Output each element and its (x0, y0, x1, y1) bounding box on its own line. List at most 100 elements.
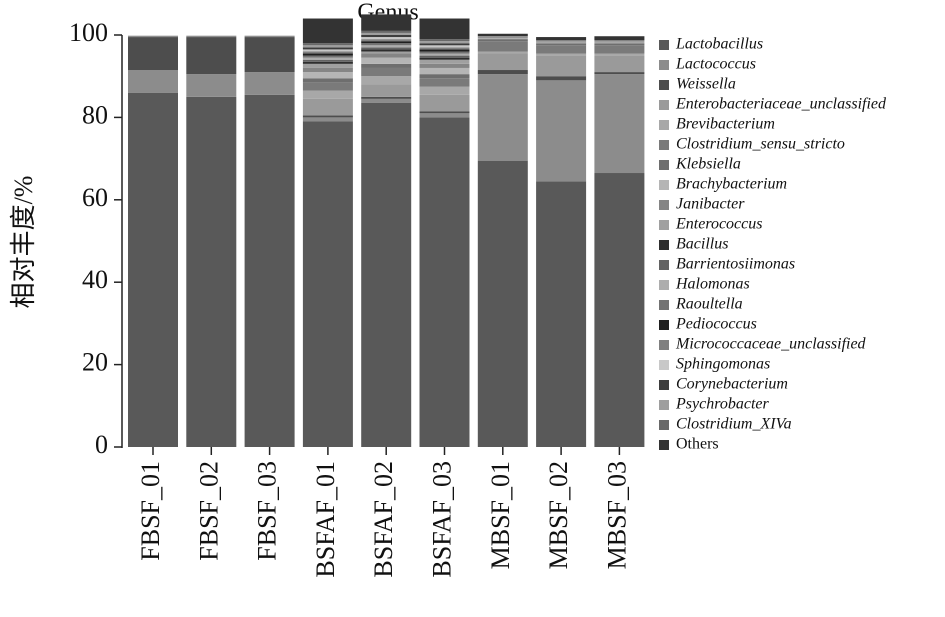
bar-segment (303, 117, 353, 121)
bar-segment (361, 84, 411, 96)
legend-label: Janibacter (676, 196, 745, 213)
bar-segment (361, 103, 411, 447)
legend-swatch (659, 320, 669, 330)
bar-segment (361, 45, 411, 47)
x-tick-label: MBSF_03 (602, 461, 631, 569)
bar-segment (361, 33, 411, 35)
bar-segment (361, 39, 411, 41)
bar-segment (420, 113, 470, 117)
legend-swatch (659, 300, 669, 310)
bar-segment (186, 74, 236, 97)
legend-swatch (659, 340, 669, 350)
legend-swatch (659, 160, 669, 170)
bar-segment (186, 97, 236, 447)
bar-segment (128, 70, 178, 93)
bar-segment (245, 36, 295, 37)
bar-segment (303, 49, 353, 51)
bar-segment (478, 161, 528, 447)
bar-segment (536, 37, 586, 40)
legend-swatch (659, 60, 669, 70)
bar-segment (420, 58, 470, 60)
bar-segment (361, 47, 411, 49)
bar-segment (478, 38, 528, 39)
bar-segment (303, 19, 353, 44)
bar-segment (420, 47, 470, 49)
bar-segment (536, 43, 586, 45)
bar-segment (536, 181, 586, 447)
legend-label: Lactococcus (675, 56, 756, 73)
bar-segment (361, 54, 411, 58)
bar-segment (361, 41, 411, 43)
legend-swatch (659, 400, 669, 410)
bar-segment (594, 45, 644, 53)
bar-segment (478, 36, 528, 37)
legend-label: Micrococcaceae_unclassified (675, 336, 867, 353)
bar-segment (303, 47, 353, 49)
legend-swatch (659, 40, 669, 50)
bar-segment (361, 14, 411, 30)
bar-segment (361, 68, 411, 76)
legend-label: Sphingomonas (676, 356, 770, 373)
x-tick-label: BSFAF_03 (427, 461, 456, 578)
legend-swatch (659, 100, 669, 110)
legend-swatch (659, 120, 669, 130)
bar-segment (420, 87, 470, 95)
bar-segment (420, 95, 470, 111)
x-tick-label: BSFAF_01 (311, 461, 340, 578)
bar-segment (361, 99, 411, 103)
bar-segment (245, 72, 295, 95)
x-tick-label: BSFAF_02 (369, 461, 398, 578)
bar-segment (303, 68, 353, 72)
legend-label: Halomonas (675, 276, 750, 293)
bar-segment (536, 56, 586, 77)
bar-segment (303, 115, 353, 117)
legend-label: Clostridium_sensu_stricto (676, 136, 845, 153)
legend-label: Psychrobacter (675, 396, 769, 413)
bar-segment (420, 111, 470, 113)
legend-label: Others (676, 436, 719, 453)
bar-segment (420, 41, 470, 43)
bar-segment (478, 70, 528, 74)
bar-segment (303, 78, 353, 82)
x-tick-label: FBSF_03 (253, 461, 282, 561)
bar-segment (128, 37, 178, 70)
bar-segment (361, 49, 411, 51)
bar-segment (594, 56, 644, 72)
bar-segment (478, 51, 528, 53)
y-tick-label: 20 (82, 348, 108, 377)
legend-swatch (659, 240, 669, 250)
bar-segment (536, 76, 586, 80)
bar-segment (594, 72, 644, 74)
bar-segment (420, 56, 470, 58)
bar-segment (420, 74, 470, 78)
x-tick-label: FBSF_01 (136, 461, 165, 561)
bar-segment (594, 36, 644, 40)
legend-label: Brachybacterium (676, 176, 787, 193)
bar-segment (478, 41, 528, 51)
bar-segment (303, 122, 353, 447)
bar-segment (594, 173, 644, 447)
bar-segment (420, 117, 470, 447)
legend-swatch (659, 260, 669, 270)
bar-segment (303, 58, 353, 60)
bar-segment (478, 37, 528, 38)
bar-segment (186, 37, 236, 74)
bar-segment (245, 95, 295, 447)
bar-segment (128, 36, 178, 37)
bar-segment (303, 82, 353, 90)
bar-segment (594, 43, 644, 45)
legend-label: Enterococcus (675, 216, 762, 233)
bar-segment (478, 74, 528, 161)
legend-label: Clostridium_XIVa (676, 416, 792, 433)
legend-label: Brevibacterium (676, 116, 775, 133)
y-tick-label: 80 (82, 100, 108, 129)
bar-segment (303, 60, 353, 62)
bar-segment (420, 49, 470, 51)
bar-segment (420, 19, 470, 40)
bar-segment (420, 39, 470, 41)
legend-label: Lactobacillus (675, 36, 763, 53)
legend-label: Klebsiella (675, 156, 741, 173)
legend-swatch (659, 420, 669, 430)
